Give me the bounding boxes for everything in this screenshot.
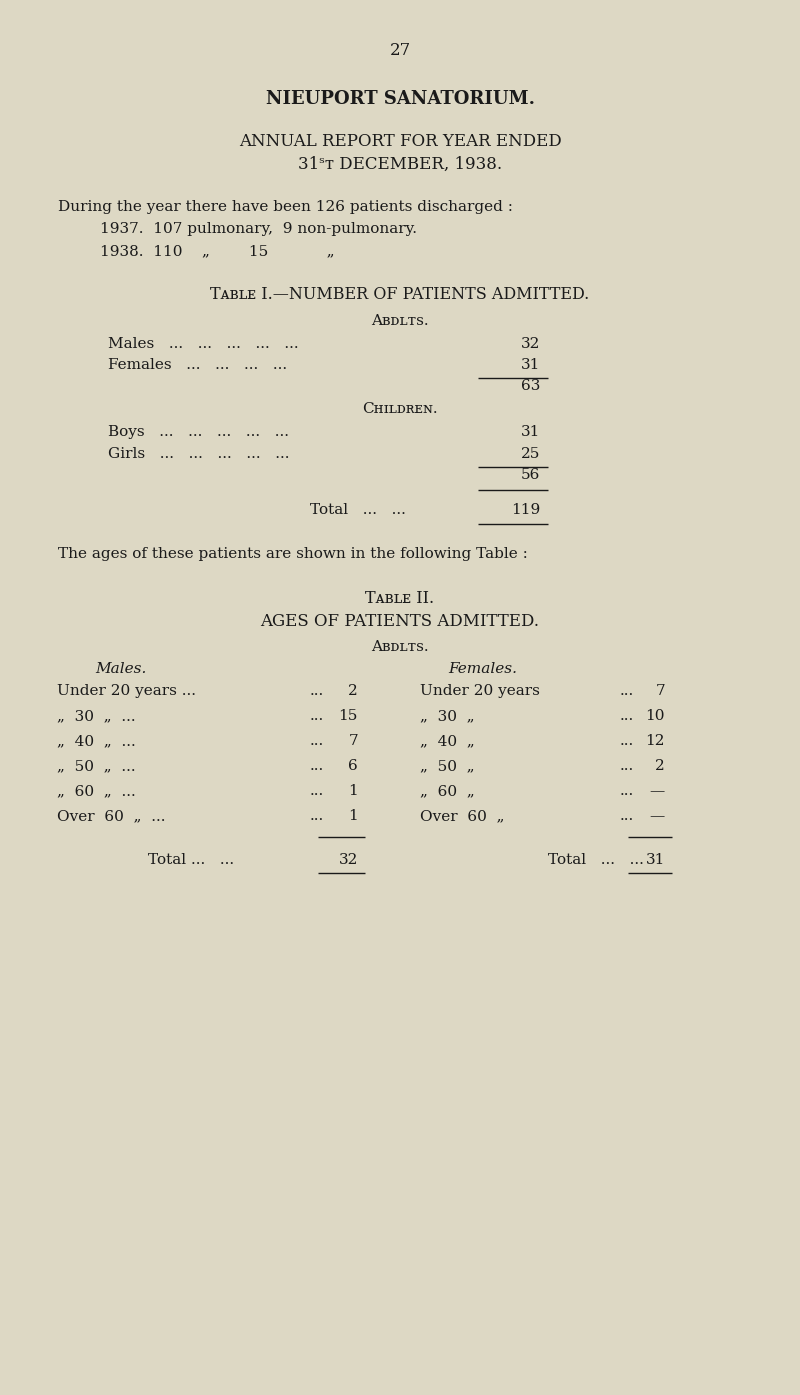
Text: Aʙᴅʟᴛѕ.: Aʙᴅʟᴛѕ. — [371, 640, 429, 654]
Text: Total ...   ...: Total ... ... — [148, 852, 234, 868]
Text: 31: 31 — [646, 852, 665, 868]
Text: Girls   ...   ...   ...   ...   ...: Girls ... ... ... ... ... — [108, 446, 290, 460]
Text: Cʜɪʟᴅʀᴇɴ.: Cʜɪʟᴅʀᴇɴ. — [362, 402, 438, 416]
Text: 2: 2 — [655, 759, 665, 773]
Text: ...: ... — [310, 809, 324, 823]
Text: Males.: Males. — [95, 663, 146, 677]
Text: „  50  „  ...: „ 50 „ ... — [57, 759, 136, 773]
Text: Under 20 years ...: Under 20 years ... — [57, 684, 196, 698]
Text: —: — — [650, 809, 665, 823]
Text: ...: ... — [620, 709, 634, 723]
Text: „  50  „: „ 50 „ — [420, 759, 474, 773]
Text: ...: ... — [620, 809, 634, 823]
Text: ...: ... — [310, 759, 324, 773]
Text: Total   ...   ...: Total ... ... — [310, 504, 406, 518]
Text: Females   ...   ...   ...   ...: Females ... ... ... ... — [108, 359, 287, 372]
Text: 15: 15 — [338, 709, 358, 723]
Text: Tᴀʙʟᴇ II.: Tᴀʙʟᴇ II. — [366, 590, 434, 607]
Text: 27: 27 — [390, 42, 410, 59]
Text: „  60  „: „ 60 „ — [420, 784, 474, 798]
Text: AGES OF PATIENTS ADMITTED.: AGES OF PATIENTS ADMITTED. — [261, 612, 539, 631]
Text: „  30  „  ...: „ 30 „ ... — [57, 709, 136, 723]
Text: Tᴀʙʟᴇ I.—NUMBER OF PATIENTS ADMITTED.: Tᴀʙʟᴇ I.—NUMBER OF PATIENTS ADMITTED. — [210, 286, 590, 303]
Text: 119: 119 — [510, 504, 540, 518]
Text: 1937.  107 pulmonary,  9 non-pulmonary.: 1937. 107 pulmonary, 9 non-pulmonary. — [100, 222, 417, 236]
Text: „  40  „: „ 40 „ — [420, 734, 474, 748]
Text: 56: 56 — [521, 467, 540, 483]
Text: During the year there have been 126 patients discharged :: During the year there have been 126 pati… — [58, 199, 513, 213]
Text: ...: ... — [620, 784, 634, 798]
Text: ANNUAL REPORT FOR YEAR ENDED: ANNUAL REPORT FOR YEAR ENDED — [238, 133, 562, 151]
Text: 31: 31 — [521, 425, 540, 439]
Text: Total   ...   ...: Total ... ... — [548, 852, 644, 868]
Text: 63: 63 — [521, 379, 540, 393]
Text: 32: 32 — [521, 338, 540, 352]
Text: 12: 12 — [646, 734, 665, 748]
Text: ...: ... — [310, 734, 324, 748]
Text: Over  60  „: Over 60 „ — [420, 809, 505, 823]
Text: 6: 6 — [348, 759, 358, 773]
Text: „  30  „: „ 30 „ — [420, 709, 474, 723]
Text: Boys   ...   ...   ...   ...   ...: Boys ... ... ... ... ... — [108, 425, 289, 439]
Text: NIEUPORT SANATORIUM.: NIEUPORT SANATORIUM. — [266, 91, 534, 107]
Text: 1: 1 — [348, 809, 358, 823]
Text: 32: 32 — [338, 852, 358, 868]
Text: „  60  „  ...: „ 60 „ ... — [57, 784, 136, 798]
Text: Females.: Females. — [448, 663, 517, 677]
Text: ...: ... — [310, 684, 324, 698]
Text: ...: ... — [620, 759, 634, 773]
Text: Over  60  „  ...: Over 60 „ ... — [57, 809, 166, 823]
Text: The ages of these patients are shown in the following Table :: The ages of these patients are shown in … — [58, 547, 528, 561]
Text: 25: 25 — [521, 446, 540, 460]
Text: ...: ... — [310, 784, 324, 798]
Text: 2: 2 — [348, 684, 358, 698]
Text: Under 20 years: Under 20 years — [420, 684, 540, 698]
Text: Males   ...   ...   ...   ...   ...: Males ... ... ... ... ... — [108, 338, 298, 352]
Text: 1: 1 — [348, 784, 358, 798]
Text: 7: 7 — [655, 684, 665, 698]
Text: 1938.  110    „        15            „: 1938. 110 „ 15 „ — [100, 244, 334, 258]
Text: 31ˢᴛ DECEMBER, 1938.: 31ˢᴛ DECEMBER, 1938. — [298, 156, 502, 173]
Text: „  40  „  ...: „ 40 „ ... — [57, 734, 136, 748]
Text: 10: 10 — [646, 709, 665, 723]
Text: —: — — [650, 784, 665, 798]
Text: Aʙᴅʟᴛѕ.: Aʙᴅʟᴛѕ. — [371, 314, 429, 328]
Text: 7: 7 — [348, 734, 358, 748]
Text: ...: ... — [620, 734, 634, 748]
Text: 31: 31 — [521, 359, 540, 372]
Text: ...: ... — [620, 684, 634, 698]
Text: ...: ... — [310, 709, 324, 723]
